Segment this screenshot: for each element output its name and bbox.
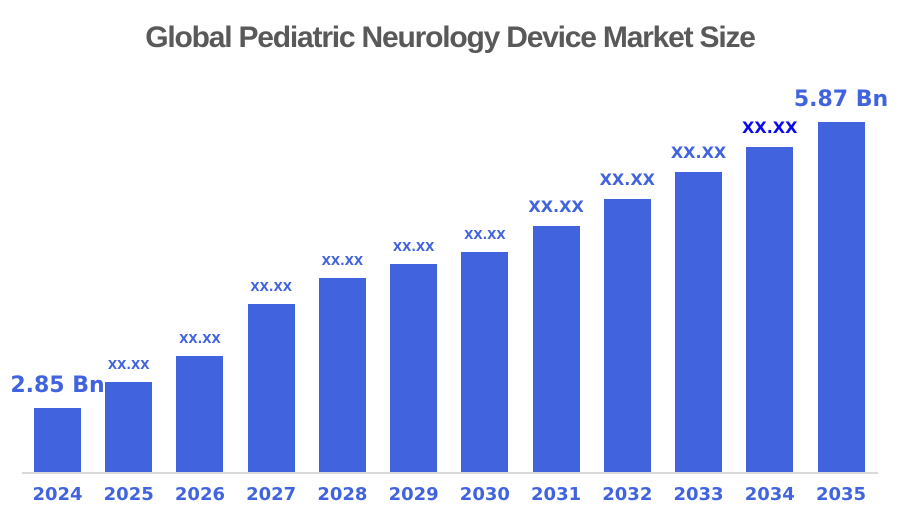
x-tick-2025: 2025 <box>103 484 154 505</box>
x-tick-2033: 2033 <box>673 484 724 505</box>
x-tick-2030: 2030 <box>459 484 510 505</box>
bar-2033 <box>675 172 723 472</box>
x-tick-2034: 2034 <box>744 484 795 505</box>
x-axis-baseline <box>22 472 878 474</box>
x-tick-2032: 2032 <box>602 484 653 505</box>
bar-value-label-2034: XX.XX <box>742 118 798 137</box>
bar-2025 <box>105 382 153 472</box>
x-tick-2027: 2027 <box>246 484 297 505</box>
bar-value-label-2029: XX.XX <box>392 240 435 254</box>
bar-2031 <box>532 226 580 472</box>
bar-value-label-2028: XX.XX <box>321 254 364 268</box>
bar-value-label-2026: XX.XX <box>179 332 221 346</box>
bar-2030 <box>461 252 509 472</box>
x-tick-2026: 2026 <box>174 484 225 505</box>
bar-value-label-2033: XX.XX <box>670 143 727 162</box>
x-tick-2035: 2035 <box>815 484 867 505</box>
bar-value-label-2027: XX.XX <box>250 280 292 294</box>
bar-value-label-2030: XX.XX <box>464 228 506 242</box>
x-tick-2024: 2024 <box>32 484 83 505</box>
bar-2026 <box>176 356 224 472</box>
bar-2032 <box>603 199 651 472</box>
bar-value-label-2035: 5.87 Bn <box>793 87 889 112</box>
bar-value-label-2024: 2.85 Bn <box>10 373 105 398</box>
bar-value-label-2025: XX.XX <box>107 358 150 372</box>
x-tick-2028: 2028 <box>317 484 368 505</box>
bar-value-label-2032: XX.XX <box>599 170 656 189</box>
x-tick-2029: 2029 <box>388 484 439 505</box>
bar-2029 <box>390 264 438 472</box>
bar-2024 <box>34 408 81 472</box>
chart-title: Global Pediatric Neurology Device Market… <box>145 21 756 54</box>
bar-2034 <box>746 147 794 472</box>
bar-2028 <box>318 278 366 472</box>
bar-value-label-2031: XX.XX <box>528 197 584 216</box>
x-tick-2031: 2031 <box>531 484 582 505</box>
bar-2027 <box>247 304 295 472</box>
bar-2035 <box>817 122 865 472</box>
